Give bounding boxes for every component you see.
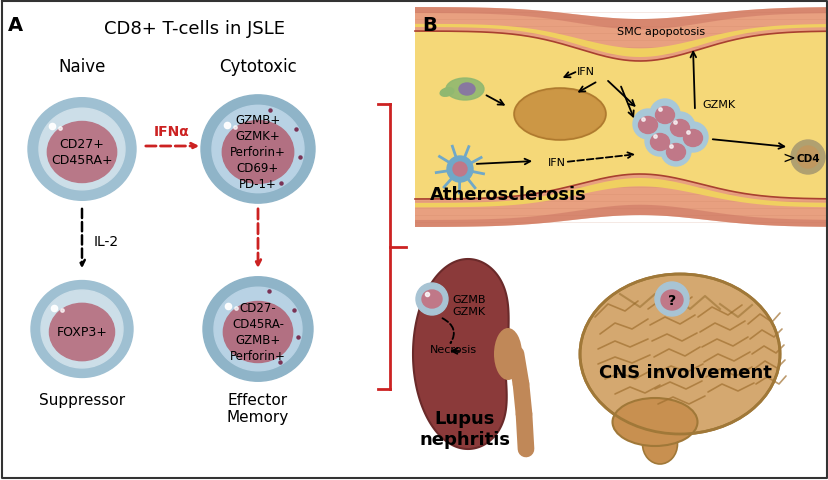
Text: IFNα: IFNα bbox=[154, 125, 190, 139]
Ellipse shape bbox=[493, 328, 522, 380]
Ellipse shape bbox=[39, 109, 125, 191]
Ellipse shape bbox=[642, 424, 676, 464]
Circle shape bbox=[649, 100, 679, 130]
Circle shape bbox=[644, 127, 674, 156]
Ellipse shape bbox=[28, 98, 136, 201]
Ellipse shape bbox=[638, 117, 657, 134]
Text: GZMB+
GZMK+
Perforin+
CD69+
PD-1+: GZMB+ GZMK+ Perforin+ CD69+ PD-1+ bbox=[230, 114, 286, 191]
Ellipse shape bbox=[580, 275, 779, 434]
Text: CD27+
CD45RA+: CD27+ CD45RA+ bbox=[51, 138, 113, 167]
Polygon shape bbox=[415, 8, 828, 30]
Circle shape bbox=[796, 147, 818, 168]
Text: SMC apopotosis: SMC apopotosis bbox=[616, 27, 705, 37]
Ellipse shape bbox=[612, 398, 696, 446]
Text: Effector
Memory: Effector Memory bbox=[227, 392, 289, 424]
Ellipse shape bbox=[223, 302, 292, 363]
Text: Cytotoxic: Cytotoxic bbox=[219, 58, 296, 76]
Polygon shape bbox=[415, 25, 828, 58]
Circle shape bbox=[660, 137, 691, 167]
Text: CD4: CD4 bbox=[795, 154, 819, 164]
Ellipse shape bbox=[47, 122, 117, 183]
Circle shape bbox=[633, 110, 662, 140]
Ellipse shape bbox=[514, 90, 604, 140]
Ellipse shape bbox=[41, 290, 123, 368]
Ellipse shape bbox=[200, 96, 315, 204]
Circle shape bbox=[446, 156, 473, 182]
Circle shape bbox=[664, 113, 694, 143]
Ellipse shape bbox=[50, 304, 114, 361]
Text: Lupus
nephritis: Lupus nephritis bbox=[419, 409, 510, 448]
Circle shape bbox=[416, 283, 447, 315]
Text: GZMB
GZMK: GZMB GZMK bbox=[451, 294, 485, 316]
Ellipse shape bbox=[440, 88, 453, 97]
Polygon shape bbox=[415, 205, 828, 228]
Text: FOXP3+: FOXP3+ bbox=[56, 326, 108, 339]
Ellipse shape bbox=[660, 290, 682, 311]
Polygon shape bbox=[415, 32, 828, 200]
Text: B: B bbox=[421, 16, 436, 35]
Ellipse shape bbox=[650, 134, 669, 151]
Text: IL-2: IL-2 bbox=[94, 235, 119, 249]
Text: IFN: IFN bbox=[576, 67, 595, 77]
Polygon shape bbox=[415, 179, 828, 208]
Polygon shape bbox=[412, 260, 508, 449]
Text: Suppressor: Suppressor bbox=[39, 392, 125, 407]
Text: Necrosis: Necrosis bbox=[430, 344, 477, 354]
Ellipse shape bbox=[445, 79, 484, 101]
Ellipse shape bbox=[682, 130, 701, 147]
Text: CD8+ T-cells in JSLE: CD8+ T-cells in JSLE bbox=[104, 20, 285, 38]
Circle shape bbox=[790, 141, 824, 175]
Ellipse shape bbox=[459, 84, 474, 96]
Text: >: > bbox=[782, 150, 794, 165]
Polygon shape bbox=[415, 8, 828, 228]
Ellipse shape bbox=[670, 120, 689, 137]
Text: IFN: IFN bbox=[547, 157, 566, 168]
Text: ?: ? bbox=[667, 293, 676, 307]
Ellipse shape bbox=[212, 106, 304, 193]
Ellipse shape bbox=[655, 107, 674, 124]
FancyArrowPatch shape bbox=[442, 319, 453, 343]
Circle shape bbox=[654, 282, 688, 316]
Ellipse shape bbox=[203, 277, 313, 382]
Ellipse shape bbox=[421, 290, 441, 308]
Text: Naive: Naive bbox=[58, 58, 105, 76]
Ellipse shape bbox=[222, 121, 293, 184]
Text: CNS involvement: CNS involvement bbox=[598, 363, 771, 381]
Text: GZMK: GZMK bbox=[701, 100, 734, 110]
Ellipse shape bbox=[666, 144, 685, 161]
Ellipse shape bbox=[31, 281, 132, 378]
Text: CD27-
CD45RA-
GZMB+
Perforin+: CD27- CD45RA- GZMB+ Perforin+ bbox=[230, 302, 286, 363]
Text: Atherosclerosis: Atherosclerosis bbox=[430, 186, 586, 204]
Ellipse shape bbox=[214, 288, 301, 371]
Circle shape bbox=[452, 163, 466, 177]
Circle shape bbox=[677, 123, 707, 153]
Text: A: A bbox=[8, 16, 23, 35]
